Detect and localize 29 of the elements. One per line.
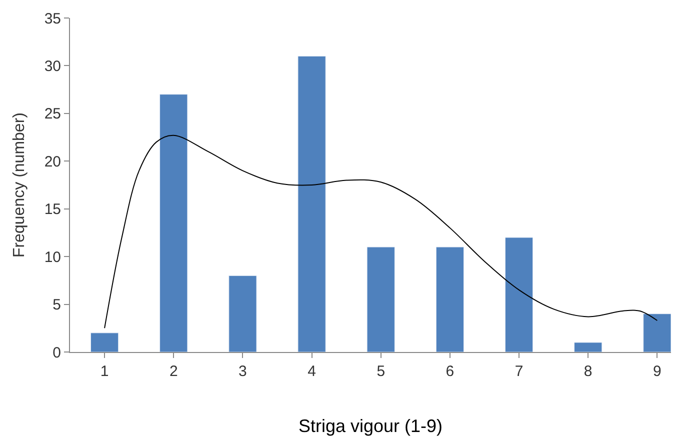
bar [160,94,188,352]
y-tick-label: 0 [52,344,61,362]
y-tick-label: 25 [44,106,61,123]
x-tick-label: 1 [100,363,109,380]
x-tick-label: 2 [169,363,178,380]
bar [574,342,602,352]
x-tick-label: 4 [308,363,316,380]
bar [298,56,326,352]
y-tick-label: 5 [52,296,61,314]
x-tick-label: 7 [514,363,524,380]
bar [643,314,671,352]
y-tick-label: 30 [44,58,61,75]
x-tick-label: 5 [376,363,386,380]
bar [504,237,534,352]
bar [366,246,395,352]
line-series [104,134,658,329]
bar [228,275,257,352]
y-tick-label: 10 [44,248,61,266]
y-tick-label: 15 [44,201,61,218]
x-tick-label: 9 [653,363,662,380]
bar [436,246,464,352]
y-tick-label: 35 [44,10,61,28]
x-tick-label: 8 [584,363,592,380]
x-tick-label: 3 [238,363,247,380]
y-axis-title: Frequency (number) [11,112,28,258]
bar [90,332,119,352]
x-axis-title: Striga vigour (1-9) [298,416,443,436]
y-tick-label: 20 [44,153,61,170]
x-tick-label: 6 [446,363,454,380]
